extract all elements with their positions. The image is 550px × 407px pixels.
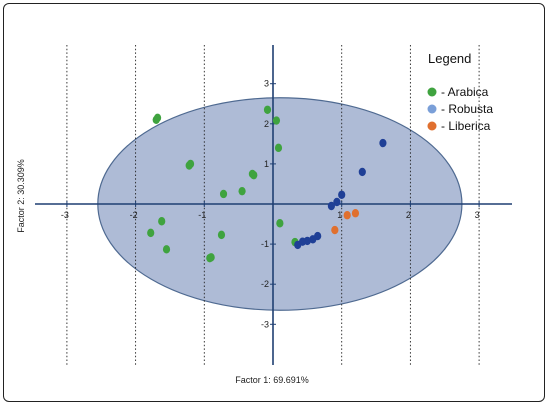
legend-marker-robusta [427, 104, 437, 114]
arabica-point [250, 170, 258, 180]
arabica-point [206, 253, 214, 263]
robusta-point [309, 235, 317, 244]
y-tick-label: 2 [264, 119, 269, 129]
y-tick-label: -2 [261, 279, 269, 289]
y-tick-label: 3 [264, 79, 269, 89]
legend-marker-arabica [427, 87, 437, 97]
arabica-point [263, 105, 272, 114]
x-tick-label: -3 [61, 210, 69, 220]
arabica-point [238, 186, 246, 196]
arabica-point [158, 217, 166, 226]
robusta-point [294, 240, 302, 250]
legend-label-arabica: - Arabica [441, 85, 489, 99]
x-axis-title: Factor 1: 69.691% [235, 375, 309, 385]
arabica-point [276, 219, 284, 228]
liberica-point [331, 225, 339, 235]
legend-label-liberica: - Liberica [441, 119, 491, 133]
y-tick-label: -3 [261, 319, 269, 329]
arabica-point [217, 230, 226, 240]
arabica-point [274, 143, 283, 153]
legend-marker-liberica [427, 121, 437, 131]
robusta-point [338, 190, 346, 199]
liberica-point [351, 209, 360, 218]
liberica-point [343, 211, 351, 220]
x-tick-label: -2 [130, 210, 138, 220]
robusta-point [358, 167, 366, 177]
y-tick-label: -1 [261, 239, 269, 249]
legend-title: Legend [428, 51, 471, 66]
x-tick-label: -1 [198, 210, 206, 220]
robusta-point [333, 197, 341, 207]
arabica-point [272, 116, 281, 125]
x-tick-label: 1 [337, 210, 342, 220]
robusta-point [327, 201, 335, 211]
arabica-point [162, 245, 171, 254]
y-axis-title: Factor 2: 30.309% [16, 159, 26, 233]
arabica-point [147, 228, 155, 238]
x-tick-label: 3 [475, 210, 480, 220]
arabica-point [219, 189, 228, 199]
arabica-point [153, 113, 162, 122]
legend-label-robusta: - Robusta [441, 102, 493, 116]
x-tick-label: 2 [406, 210, 411, 220]
arabica-point [186, 159, 195, 169]
y-tick-label: 1 [264, 159, 269, 169]
robusta-point [379, 138, 387, 148]
